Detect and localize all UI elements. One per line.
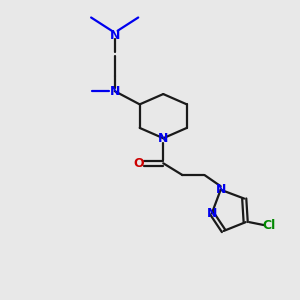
Text: Cl: Cl (262, 219, 276, 232)
Text: N: N (110, 85, 120, 98)
Text: N: N (207, 207, 217, 220)
Text: O: O (133, 157, 143, 170)
Text: N: N (158, 132, 168, 145)
Text: N: N (110, 29, 120, 42)
Text: N: N (215, 183, 226, 196)
